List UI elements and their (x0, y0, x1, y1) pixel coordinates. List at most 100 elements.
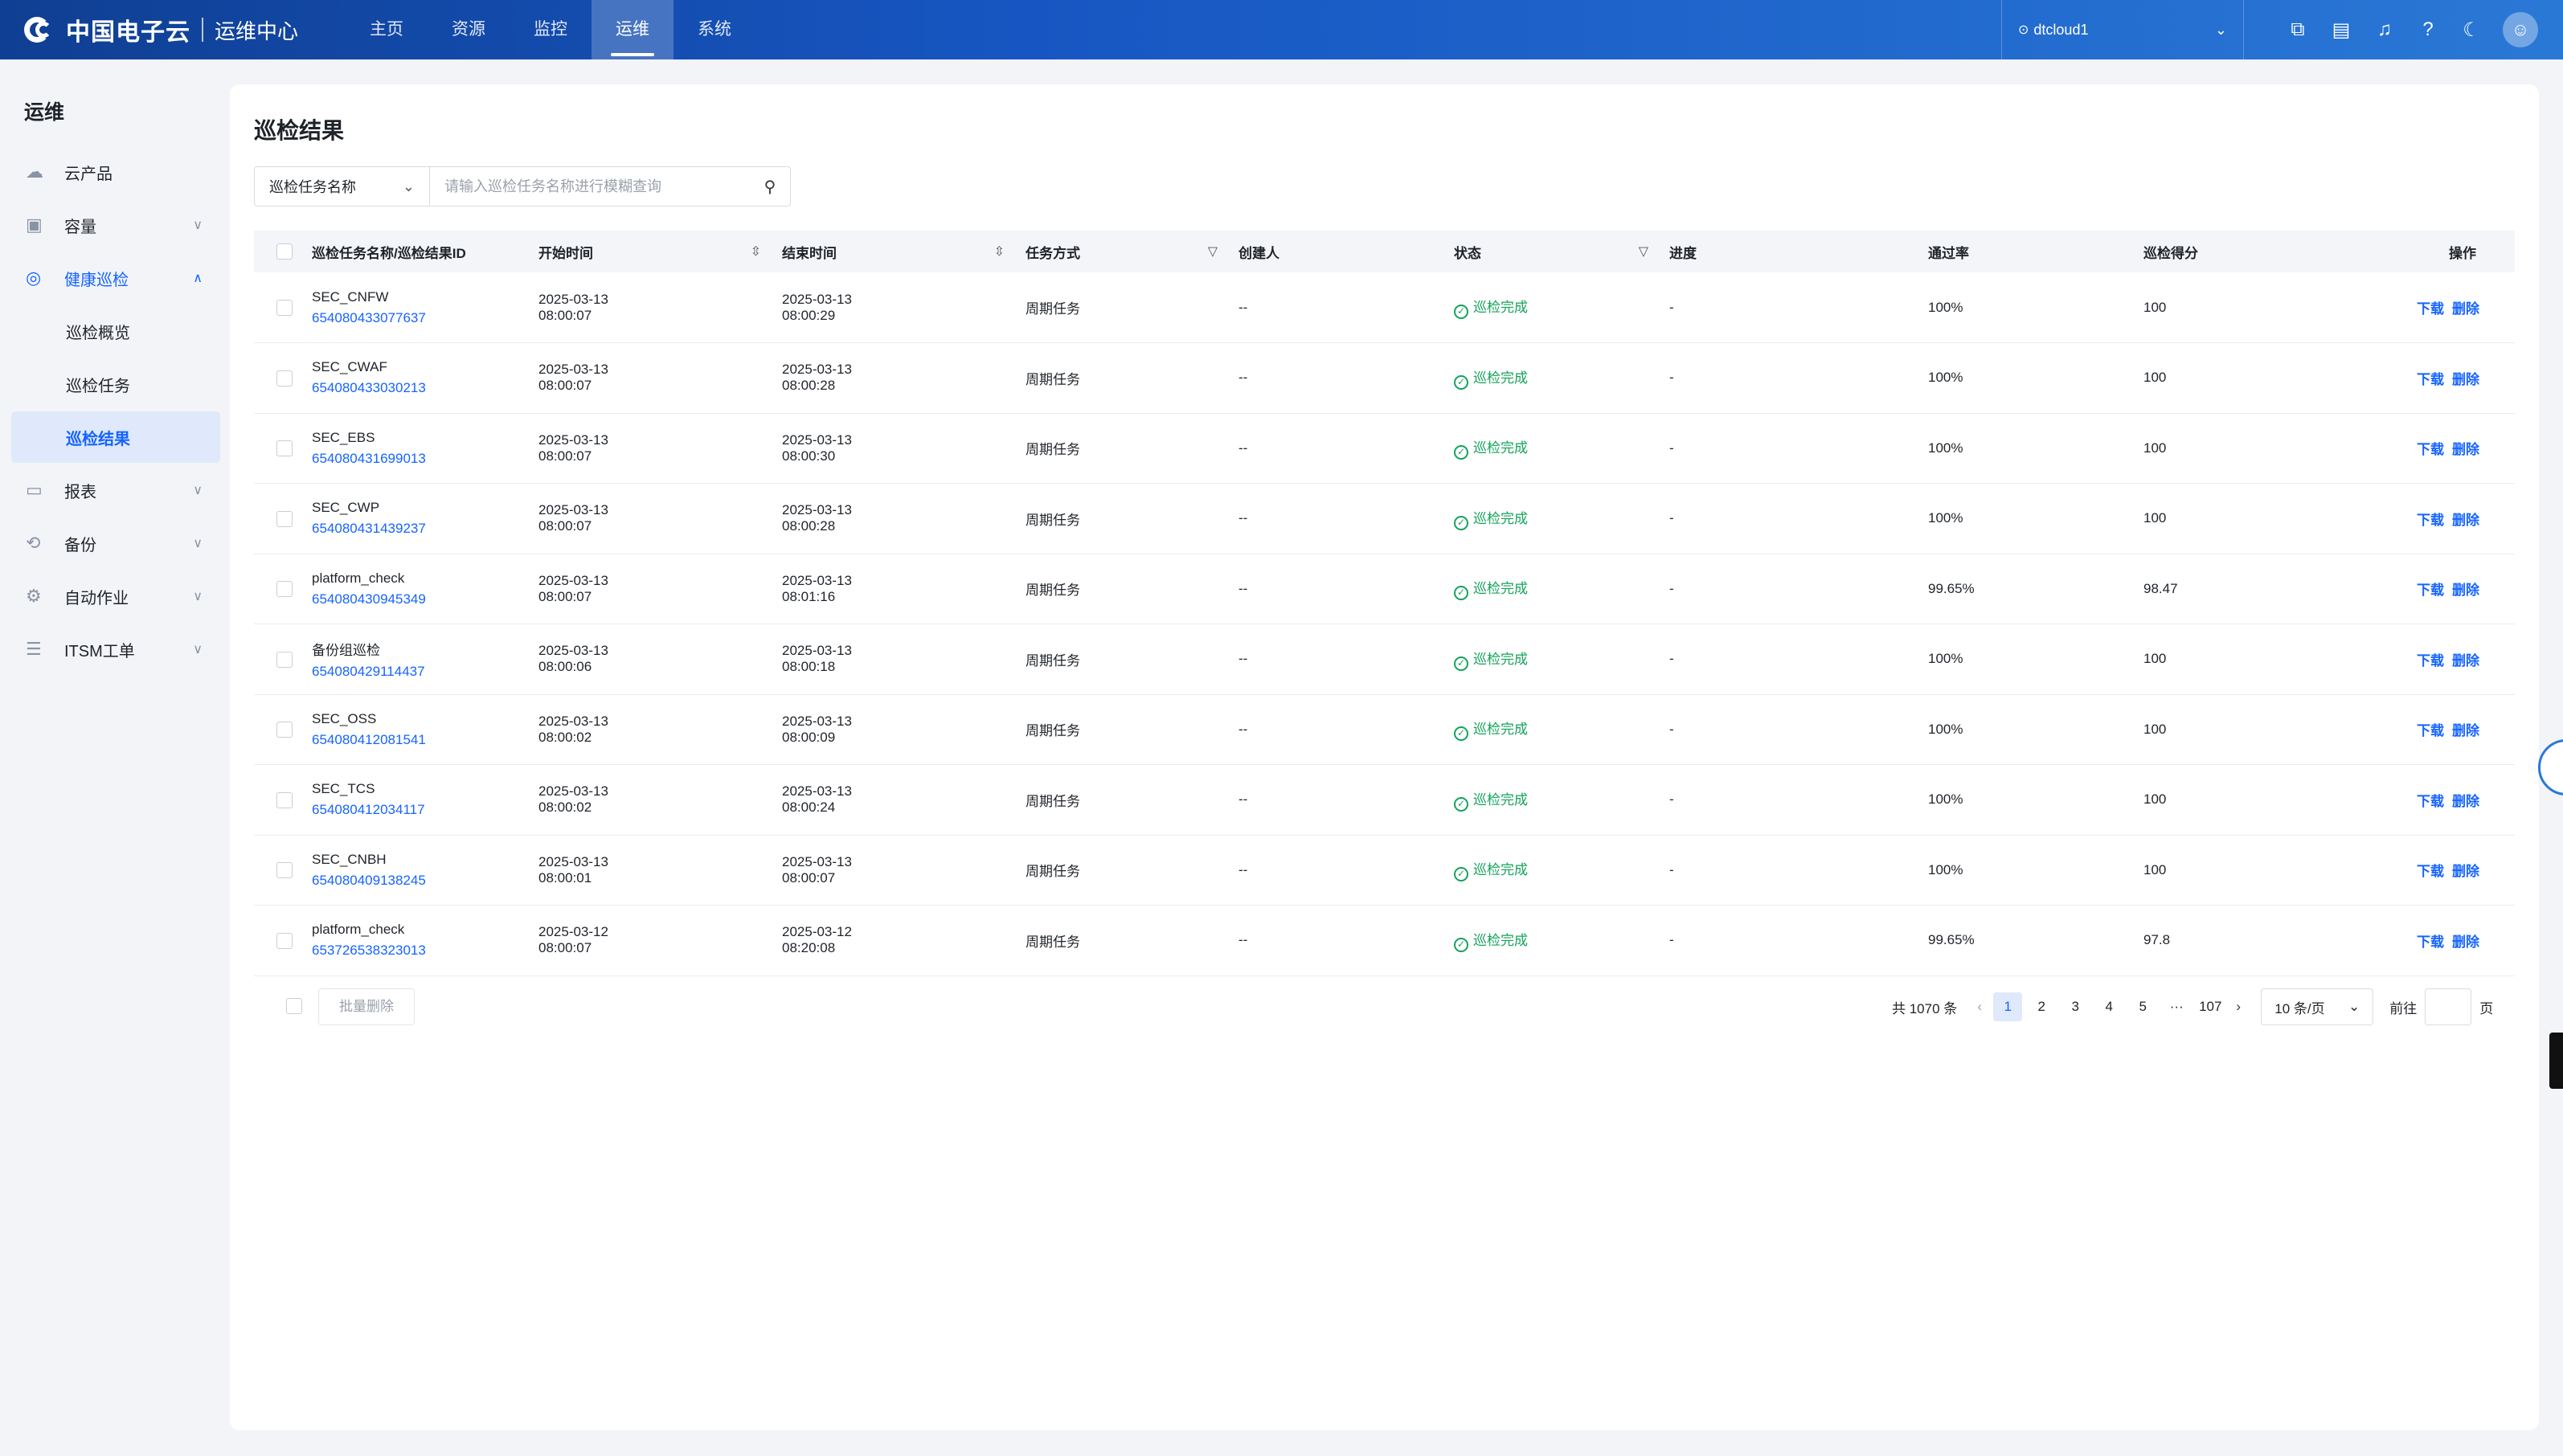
sort-icon[interactable]: ⇳ (750, 245, 761, 259)
delete-button[interactable]: 删除 (2452, 583, 2479, 599)
nav-home[interactable]: 主页 (370, 20, 403, 39)
sidebar-item-capacity[interactable]: ▣ 容量 ∨ (11, 199, 220, 251)
row-checkbox[interactable] (276, 370, 293, 386)
page-number[interactable]: 1 (1993, 992, 2023, 1021)
screen-icon[interactable]: ⧉ (2291, 18, 2305, 40)
row-checkbox[interactable] (276, 299, 293, 316)
delete-button[interactable]: 删除 (2452, 864, 2479, 880)
result-id-link[interactable]: 654080431439237 (312, 521, 426, 537)
delete-button[interactable]: 删除 (2452, 652, 2479, 669)
filter-icon[interactable]: ▽ (1638, 245, 1648, 259)
result-id-link[interactable]: 654080409138245 (312, 872, 426, 888)
search-input[interactable] (430, 167, 750, 206)
row-checkbox[interactable] (276, 581, 293, 597)
delete-button[interactable]: 删除 (2452, 934, 2479, 950)
row-checkbox[interactable] (276, 932, 293, 949)
page-number[interactable]: 107 (2199, 999, 2222, 1014)
select-all-checkbox[interactable] (276, 243, 293, 260)
column-header-status[interactable]: 状态 ▽ (1454, 245, 1648, 261)
page-number[interactable]: 4 (2105, 999, 2113, 1014)
row-checkbox[interactable] (276, 791, 293, 808)
download-button[interactable]: 下载 (2417, 301, 2444, 317)
sidebar-item-label: 自动作业 (64, 589, 129, 607)
result-id-link[interactable]: 654080412081541 (312, 731, 426, 747)
download-button[interactable]: 下载 (2417, 442, 2444, 458)
download-button[interactable]: 下载 (2417, 512, 2444, 528)
sidebar-item-check-overview[interactable]: 巡检概览 (11, 305, 220, 357)
search-icon[interactable]: ⚲ (764, 178, 776, 196)
row-checkbox[interactable] (276, 722, 293, 738)
result-id-link[interactable]: 654080431699013 (312, 450, 426, 466)
result-id-link[interactable]: 654080433030213 (312, 380, 426, 396)
result-id-link[interactable]: 653726538323013 (312, 943, 426, 959)
goto-label: 前往 (2389, 1000, 2418, 1016)
nav-monitoring[interactable]: 监控 (534, 20, 567, 39)
sidebar-item-health-check[interactable]: ◎ 健康巡检 ∧ (11, 252, 220, 304)
sidebar-item-check-tasks[interactable]: 巡检任务 (11, 358, 220, 410)
help-icon[interactable]: ? (2422, 18, 2434, 40)
delete-button[interactable]: 删除 (2452, 723, 2479, 739)
page-number[interactable]: 2 (2037, 999, 2045, 1014)
download-button[interactable]: 下载 (2417, 583, 2444, 599)
row-checkbox[interactable] (276, 440, 293, 456)
delete-button[interactable]: 删除 (2452, 512, 2479, 528)
batch-delete-button[interactable]: 批量删除 (318, 988, 415, 1025)
nav-operations[interactable]: 运维 (592, 0, 674, 59)
score-cell: 100 (2143, 721, 2167, 737)
moon-icon[interactable]: ☾ (2463, 18, 2480, 41)
row-checkbox[interactable] (276, 862, 293, 878)
result-id-link[interactable]: 654080412034117 (312, 802, 425, 818)
header-select-all[interactable] (254, 231, 302, 272)
chevron-left-icon[interactable]: ‹ (1977, 999, 1983, 1014)
download-button[interactable]: 下载 (2417, 793, 2444, 809)
delete-button[interactable]: 删除 (2452, 301, 2479, 317)
column-header-task-mode[interactable]: 任务方式 ▽ (1026, 245, 1218, 261)
column-header-end-time[interactable]: 结束时间 ⇳ (782, 245, 1005, 261)
download-button[interactable]: 下载 (2417, 934, 2444, 950)
page-number[interactable]: 5 (2139, 999, 2147, 1014)
sidebar-item-automation[interactable]: ⚙ 自动作业 ∨ (11, 571, 220, 622)
result-id-link[interactable]: 654080429114437 (312, 663, 425, 679)
delete-button[interactable]: 删除 (2452, 442, 2479, 458)
sidebar-item-itsm[interactable]: ☰ ITSM工单 ∨ (11, 624, 220, 675)
delete-button[interactable]: 删除 (2452, 793, 2479, 809)
cloud-icon: ☁ (26, 162, 43, 182)
nav-system[interactable]: 系统 (698, 20, 731, 39)
feedback-tab[interactable] (2549, 1033, 2563, 1089)
result-id-link[interactable]: 654080430945349 (312, 591, 426, 607)
region-selector[interactable]: ⊙ dtcloud1 ⌄ (2001, 0, 2244, 59)
footer-select-all-checkbox[interactable] (286, 998, 302, 1014)
page-ellipsis[interactable]: ··· (2169, 999, 2184, 1014)
floating-assistant-icon[interactable] (2538, 739, 2563, 795)
search-field-select[interactable]: 巡检任务名称 ⌄ (255, 167, 430, 206)
page-size-select[interactable]: 10 条/页 ⌄ (2261, 988, 2374, 1025)
end-time: 08:20:08 (782, 940, 836, 956)
brand-logo[interactable]: 中国电子云 运维中心 (24, 11, 298, 48)
column-header-start-time[interactable]: 开始时间 ⇳ (538, 245, 761, 261)
sidebar: 运维 ☁ 云产品 ▣ 容量 ∨ ◎ 健康巡检 ∧ 巡检概览 巡检任务 巡检结果 … (0, 59, 227, 1456)
sidebar-item-reports[interactable]: ▭ 报表 ∨ (11, 464, 220, 516)
download-button[interactable]: 下载 (2417, 864, 2444, 880)
logo-divider (202, 18, 203, 42)
sort-icon[interactable]: ⇳ (993, 245, 1005, 259)
sidebar-item-cloud-products[interactable]: ☁ 云产品 (11, 146, 220, 198)
document-icon[interactable]: ▤ (2332, 18, 2351, 41)
result-id-link[interactable]: 654080433077637 (312, 309, 426, 325)
download-button[interactable]: 下载 (2417, 652, 2444, 669)
download-button[interactable]: 下载 (2417, 371, 2444, 387)
row-checkbox[interactable] (276, 651, 293, 668)
download-button[interactable]: 下载 (2417, 723, 2444, 739)
nav-resources[interactable]: 资源 (452, 20, 485, 39)
delete-button[interactable]: 删除 (2452, 371, 2479, 387)
table-row: SEC_TCS 654080412034117 2025-03-13 08:00:02… (254, 765, 2515, 835)
page-number[interactable]: 3 (2071, 999, 2079, 1014)
user-avatar-icon[interactable]: ☺ (2503, 12, 2538, 47)
chevron-right-icon[interactable]: › (2236, 999, 2242, 1014)
page-suffix: 页 (2479, 1000, 2494, 1016)
sidebar-item-backup[interactable]: ⟲ 备份 ∨ (11, 517, 220, 569)
bell-icon[interactable]: ♫ (2377, 18, 2392, 40)
filter-icon[interactable]: ▽ (1207, 245, 1218, 259)
goto-page-input[interactable] (2425, 988, 2472, 1025)
sidebar-item-check-results[interactable]: 巡检结果 (11, 411, 220, 463)
row-checkbox[interactable] (276, 510, 293, 527)
